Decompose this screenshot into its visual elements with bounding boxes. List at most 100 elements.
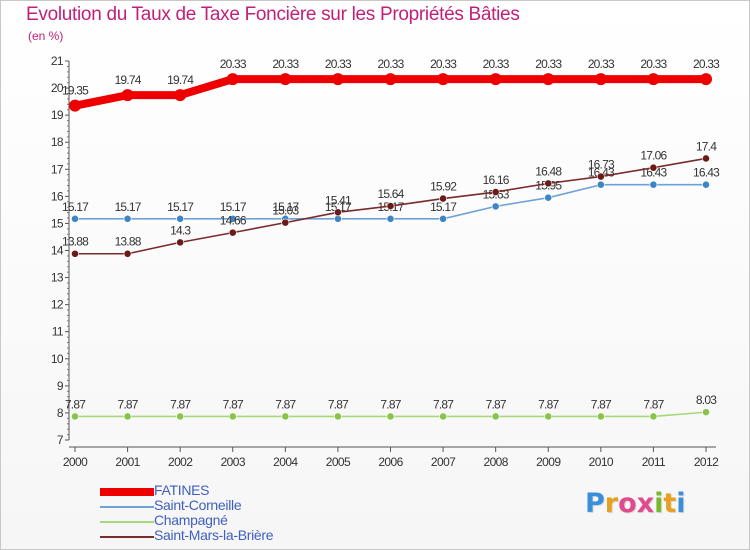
- data-label-saint-mars-la-briere: 16.16: [483, 173, 510, 187]
- data-label-saint-mars-la-briere: 17.4: [696, 139, 717, 153]
- data-label-saint-corneille: 15.17: [272, 200, 299, 214]
- data-point-champagne: [649, 412, 658, 421]
- x-tick-label: 2011: [642, 455, 666, 469]
- data-point-saint-corneille: [702, 180, 710, 189]
- x-tick-label: 2009: [536, 455, 561, 469]
- y-tick-label: 11: [52, 325, 64, 339]
- data-label-champagne: 7.87: [170, 397, 191, 411]
- chart-title: Evolution du Taux de Taxe Foncière sur l…: [26, 4, 520, 25]
- data-label-champagne: 7.87: [591, 397, 612, 411]
- data-label-champagne: 7.87: [433, 397, 454, 411]
- data-label-saint-mars-la-briere: 16.73: [588, 158, 615, 172]
- logo-letter: i: [676, 488, 686, 519]
- data-point-saint-mars-la-briere: [334, 208, 342, 217]
- data-point-champagne: [71, 412, 79, 421]
- data-label-saint-corneille: 16.43: [588, 166, 615, 180]
- data-label-saint-mars-la-briere: 14.3: [170, 223, 191, 237]
- data-point-fatines: [121, 89, 134, 102]
- data-point-champagne: [596, 412, 605, 421]
- data-point-fatines: [174, 89, 187, 102]
- data-point-saint-mars-la-briere: [71, 249, 79, 258]
- data-point-saint-corneille: [123, 214, 132, 223]
- data-point-saint-corneille: [386, 214, 395, 223]
- data-label-fatines: 19.35: [62, 84, 89, 98]
- data-point-fatines: [594, 73, 607, 86]
- data-point-saint-corneille: [228, 214, 237, 223]
- data-label-champagne: 7.87: [643, 397, 664, 411]
- data-point-champagne: [228, 412, 237, 421]
- data-point-saint-corneille: [596, 180, 605, 189]
- logo-letter: x: [636, 488, 655, 519]
- data-label-saint-corneille: 16.43: [693, 166, 720, 180]
- data-point-saint-mars-la-briere: [491, 188, 500, 196]
- data-point-champagne: [702, 408, 710, 417]
- data-point-saint-mars-la-briere: [176, 238, 185, 247]
- legend-label-saint-mars-la-briere: Saint-Mars-la-Brière: [154, 527, 274, 543]
- x-tick-label: 2008: [484, 455, 509, 469]
- data-point-champagne: [123, 412, 132, 421]
- y-tick-label: 17: [51, 162, 64, 176]
- data-point-fatines: [489, 73, 502, 86]
- y-tick-label: 19: [51, 108, 64, 122]
- y-tick-label: 10: [51, 352, 64, 366]
- data-point-saint-corneille: [176, 214, 185, 223]
- x-tick-label: 2012: [694, 455, 719, 469]
- data-label-saint-mars-la-briere: 13.88: [62, 235, 89, 249]
- x-tick-label: 2006: [378, 455, 403, 469]
- logo-letter: i: [654, 488, 664, 519]
- x-tick-label: 2000: [63, 455, 88, 469]
- data-point-saint-corneille: [439, 214, 447, 223]
- chart-unit: (en %): [28, 29, 64, 43]
- data-label-fatines: 19.74: [167, 73, 194, 87]
- data-label-saint-corneille: 15.17: [62, 200, 89, 214]
- data-point-champagne: [439, 412, 447, 421]
- data-point-fatines: [384, 73, 397, 86]
- data-label-champagne: 7.87: [223, 397, 244, 411]
- logo-letter: r: [604, 488, 619, 519]
- data-point-saint-mars-la-briere: [544, 179, 553, 188]
- legend-swatch-fatines: [100, 487, 154, 496]
- legend-swatch-champagne: [100, 520, 154, 523]
- proxiti-logo: Proxiti: [585, 488, 686, 519]
- y-tick-label: 20: [51, 81, 64, 95]
- data-point-saint-mars-la-briere: [281, 218, 290, 227]
- y-tick-label: 9: [57, 379, 64, 393]
- y-tick-label: 18: [51, 135, 64, 149]
- data-label-champagne: 7.87: [65, 397, 86, 411]
- data-label-fatines: 20.33: [588, 57, 615, 71]
- data-point-saint-corneille: [544, 193, 553, 202]
- data-label-saint-mars-la-briere: 15.41: [325, 193, 352, 207]
- data-label-saint-mars-la-briere: 15.64: [377, 187, 404, 201]
- data-point-saint-mars-la-briere: [123, 249, 132, 258]
- data-label-champagne: 7.87: [538, 397, 559, 411]
- data-point-fatines: [647, 73, 660, 86]
- data-point-saint-mars-la-briere: [439, 194, 447, 203]
- data-point-saint-corneille: [334, 214, 342, 223]
- legend-label-saint-corneille: Saint-Corneille: [154, 497, 242, 513]
- data-point-fatines: [437, 73, 450, 86]
- y-tick-label: 12: [51, 298, 64, 312]
- y-tick-label: 14: [51, 244, 64, 258]
- legend-swatch-saint-mars-la-briere: [100, 535, 154, 538]
- y-tick-label: 15: [51, 216, 64, 230]
- x-tick-label: 2003: [221, 455, 246, 469]
- data-label-saint-corneille: 15.17: [115, 200, 142, 214]
- data-label-champagne: 7.87: [380, 397, 401, 411]
- data-point-champagne: [334, 412, 342, 421]
- data-point-saint-mars-la-briere: [386, 202, 395, 211]
- data-point-champagne: [176, 412, 185, 421]
- data-label-champagne: 8.03: [696, 393, 717, 407]
- x-tick-label: 2010: [589, 455, 614, 469]
- data-point-saint-corneille: [71, 214, 79, 223]
- data-label-saint-mars-la-briere: 17.06: [640, 149, 667, 163]
- data-label-fatines: 20.33: [535, 57, 562, 71]
- data-label-fatines: 20.33: [693, 57, 720, 71]
- data-label-fatines: 20.33: [640, 57, 667, 71]
- legend-swatch-saint-corneille: [100, 505, 154, 508]
- data-label-champagne: 7.87: [486, 397, 507, 411]
- data-point-saint-corneille: [491, 202, 500, 211]
- logo-letter: t: [663, 488, 677, 519]
- data-label-saint-corneille: 15.17: [430, 200, 457, 214]
- data-point-saint-mars-la-briere: [702, 154, 710, 163]
